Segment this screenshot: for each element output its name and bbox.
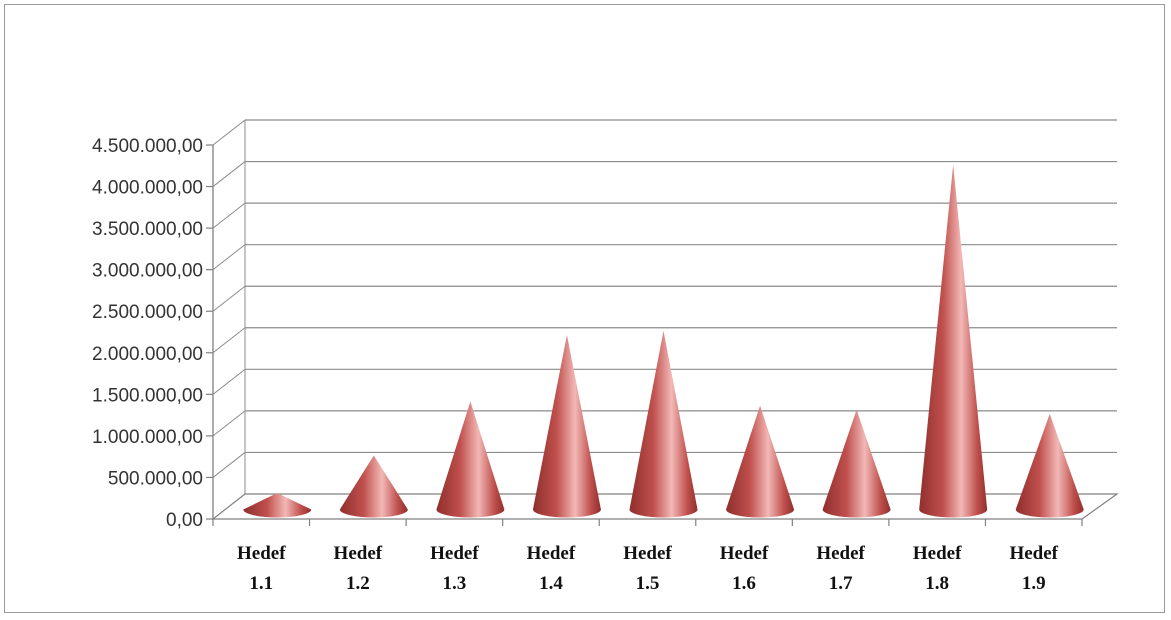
gridline-side xyxy=(212,119,246,146)
y-tick-label: 2.000.000,00 xyxy=(92,344,203,365)
x-tick-label: Hedef 1.6 xyxy=(720,543,769,594)
x-tick-label-line: 1.6 xyxy=(732,573,756,594)
x-tick-label-line: 1.3 xyxy=(443,573,467,594)
x-tick-label: Hedef 1.4 xyxy=(527,543,576,594)
gridline-side xyxy=(212,285,246,312)
gridline-side xyxy=(212,410,246,437)
x-tick-label-line: 1.7 xyxy=(829,573,853,594)
y-tick-label: 4.000.000,00 xyxy=(92,178,203,199)
x-tick-label: Hedef 1.5 xyxy=(623,543,672,594)
cone-bar xyxy=(919,164,988,518)
cone-body xyxy=(919,164,988,518)
x-tick-label-line: Hedef xyxy=(623,543,672,564)
x-tick-label-line: 1.9 xyxy=(1022,573,1046,594)
cone-bar xyxy=(532,334,601,518)
x-tick-label-line: 1.1 xyxy=(249,573,273,594)
x-tick-label-line: Hedef xyxy=(913,543,962,564)
gridline-side xyxy=(212,244,246,271)
gridline-side xyxy=(212,368,246,395)
x-tick-label: Hedef 1.3 xyxy=(430,543,479,594)
x-tick-label: Hedef 1.1 xyxy=(237,543,286,594)
y-tick-label: 3.000.000,00 xyxy=(92,261,203,282)
cone-body xyxy=(726,405,795,518)
cone-body xyxy=(243,493,312,518)
cone-bar xyxy=(436,401,505,518)
x-tick-label-line: Hedef xyxy=(527,543,576,564)
x-tick-label: Hedef 1.8 xyxy=(913,543,962,594)
x-tick-label-line: Hedef xyxy=(816,543,865,564)
x-tick-label-line: 1.4 xyxy=(539,573,563,594)
x-tick-label-line: Hedef xyxy=(334,543,383,564)
cone-body xyxy=(339,455,408,518)
gridline-side xyxy=(212,161,246,187)
cone-bar xyxy=(1015,413,1084,518)
cone-body xyxy=(532,334,601,518)
y-tick-label: 0,00 xyxy=(166,510,203,531)
y-tick-label: 1.500.000,00 xyxy=(92,385,203,406)
cone-body xyxy=(822,409,891,518)
y-tick-label: 2.500.000,00 xyxy=(92,302,203,323)
cone-bar xyxy=(243,493,312,518)
x-tick-label-line: 1.5 xyxy=(636,573,660,594)
y-tick-label: 4.500.000,00 xyxy=(92,136,203,157)
cone-body xyxy=(1015,413,1084,518)
gridline-side xyxy=(212,327,246,354)
x-tick-label-line: 1.8 xyxy=(925,573,949,594)
x-tick-label: Hedef 1.2 xyxy=(334,543,383,594)
cone-bar xyxy=(726,405,795,518)
x-tick-label-line: Hedef xyxy=(1009,543,1058,564)
y-tick-label: 3.500.000,00 xyxy=(92,219,203,240)
gridline-side xyxy=(212,202,246,229)
cone-body xyxy=(436,401,505,518)
y-tick-label: 1.000.000,00 xyxy=(92,427,203,448)
cone-bar xyxy=(629,330,698,518)
x-tick-label-line: 1.2 xyxy=(346,573,370,594)
cone-bar xyxy=(339,455,408,518)
x-tick-label-line: Hedef xyxy=(430,543,479,564)
x-tick-label-line: Hedef xyxy=(720,543,769,564)
cone-body xyxy=(629,330,698,518)
x-tick-label-line: Hedef xyxy=(237,543,286,564)
cone-bar xyxy=(822,409,891,518)
y-tick-label: 500.000,00 xyxy=(108,468,203,489)
x-tick-label: Hedef 1.7 xyxy=(816,543,865,594)
x-tick-label: Hedef 1.9 xyxy=(1009,543,1058,594)
gridline-side xyxy=(212,452,246,478)
